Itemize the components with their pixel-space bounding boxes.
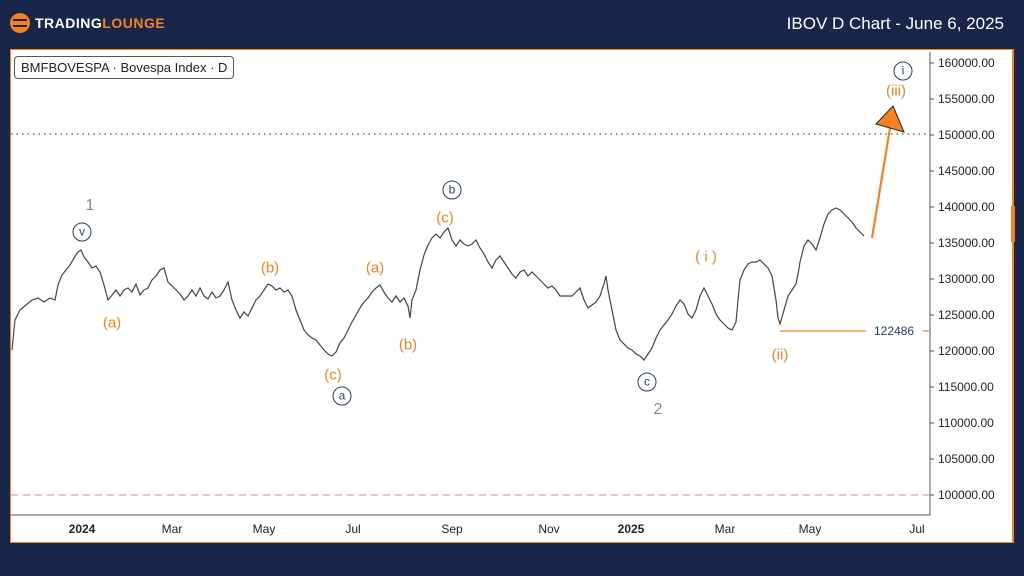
wave-label-ii: (ii) <box>771 346 789 364</box>
header: TRADINGLOUNGE IBOV D Chart - June 6, 202… <box>0 0 1024 50</box>
wave-label-circled-a: a <box>332 386 352 406</box>
x-tick: Jul <box>345 522 361 536</box>
wave-ii-level-label: 122486 <box>874 324 915 338</box>
x-tick: May <box>252 522 276 536</box>
y-tick: 160000.00 <box>938 56 995 70</box>
y-tick: 135000.00 <box>938 236 995 250</box>
symbol-legend[interactable]: BMFBOVESPA · Bovespa Index · D <box>14 56 235 79</box>
y-ticks <box>930 62 934 496</box>
y-tick: 125000.00 <box>938 308 995 322</box>
scrollbar[interactable] <box>1012 49 1014 543</box>
wave-label-circled-v: v <box>72 222 92 242</box>
x-tick: Jul <box>909 522 925 536</box>
wave-label-i: ( i ) <box>695 248 717 266</box>
wave-label-c: (c) <box>324 366 342 384</box>
x-tick: Nov <box>538 522 560 536</box>
wave-label-b: (b) <box>260 259 280 277</box>
projection-arrowhead-icon <box>875 105 905 133</box>
x-tick: 2024 <box>68 522 96 536</box>
wave-label-1: 1 <box>85 197 95 214</box>
y-tick: 115000.00 <box>938 380 994 394</box>
y-tick: 100000.00 <box>938 488 995 502</box>
y-tick: 140000.00 <box>938 200 995 214</box>
wave-label-circled-c: c <box>637 372 657 392</box>
wave-label-b: (b) <box>398 336 418 354</box>
y-tick: 110000.00 <box>938 416 994 430</box>
x-tick: Mar <box>161 522 183 536</box>
chart-title: IBOV D Chart - June 6, 2025 <box>786 14 1004 33</box>
price-series <box>11 207 865 361</box>
wave-label-c: (c) <box>436 209 454 227</box>
wave-label-circled-b: b <box>442 180 462 200</box>
x-tick: Sep <box>441 522 463 536</box>
y-tick: 120000.00 <box>938 344 995 358</box>
wave-label-a: (a) <box>365 259 385 277</box>
y-tick: 105000.00 <box>938 452 995 466</box>
y-tick: 150000.00 <box>938 128 995 142</box>
logo-text-accent: LOUNGE <box>102 15 166 31</box>
x-tick: Mar <box>714 522 736 536</box>
scrollbar-thumb[interactable] <box>1011 206 1015 242</box>
wave-label-a: (a) <box>102 314 122 332</box>
y-tick: 155000.00 <box>938 92 995 106</box>
logo-text: TRADING <box>35 15 103 31</box>
tradinglounge-logo: TRADINGLOUNGE <box>10 13 165 33</box>
x-tick: May <box>798 522 822 536</box>
wave-label-2: 2 <box>653 401 663 418</box>
logo-icon <box>10 13 30 33</box>
x-tick: 2025 <box>617 522 645 536</box>
y-tick: 145000.00 <box>938 164 995 178</box>
chart-panel <box>10 49 1013 543</box>
wave-label-iii: (iii) <box>886 82 906 100</box>
y-tick: 130000.00 <box>938 272 995 286</box>
wave-label-circled-i: i <box>893 61 913 81</box>
projection-arrow-line <box>870 127 892 239</box>
